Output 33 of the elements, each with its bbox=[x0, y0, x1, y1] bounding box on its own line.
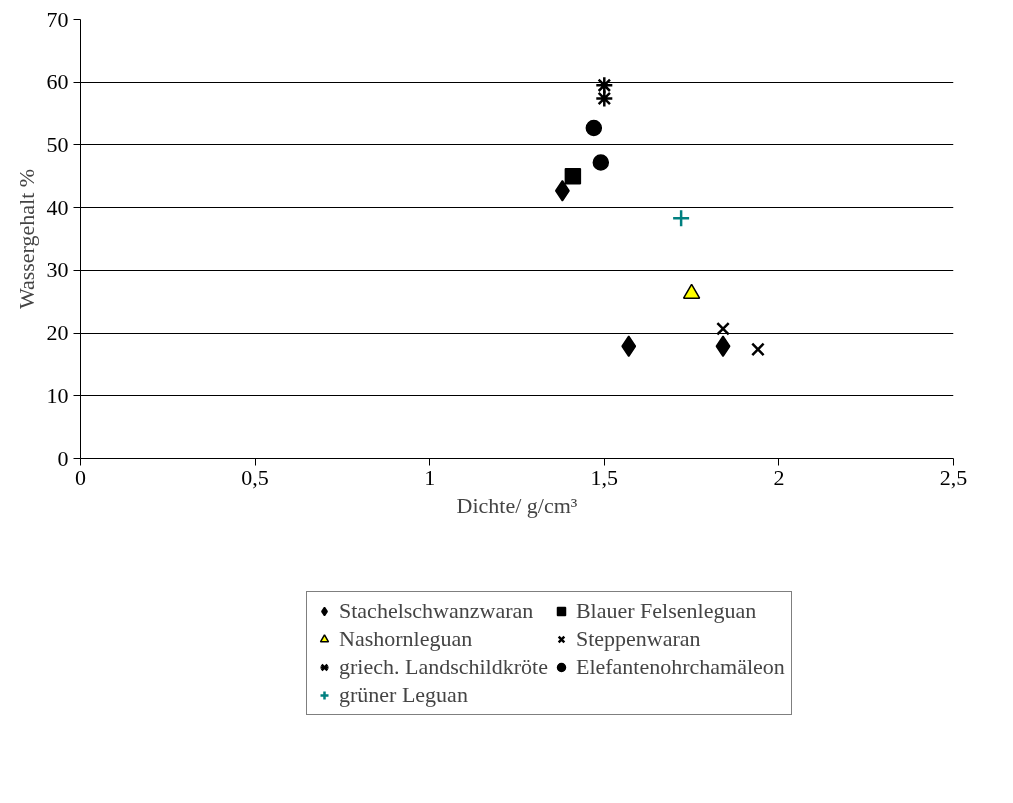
point bbox=[595, 76, 614, 95]
x-tick-label: 1,5 bbox=[590, 464, 619, 490]
point bbox=[621, 335, 637, 357]
legend-label: Nashornleguan bbox=[339, 626, 473, 652]
x-tick-label: 2,5 bbox=[939, 464, 968, 490]
legend-label: Blauer Felsenleguan bbox=[575, 598, 757, 624]
point bbox=[585, 119, 603, 137]
point bbox=[716, 321, 730, 336]
y-tick-label: 60 bbox=[46, 69, 69, 95]
y-tick-label: 10 bbox=[46, 382, 69, 408]
legend-label: Elefantenohrchamäleon bbox=[575, 654, 785, 680]
y-tick-label: 50 bbox=[46, 131, 69, 157]
y-tick-label: 0 bbox=[57, 445, 69, 471]
point bbox=[564, 168, 582, 185]
point bbox=[715, 335, 731, 357]
y-tick-label: 40 bbox=[46, 194, 69, 220]
legend-label: Steppenwaran bbox=[575, 626, 701, 652]
legend-label: grüner Leguan bbox=[339, 682, 468, 708]
point bbox=[671, 209, 691, 228]
x-axis-title: Dichte/ g/cm³ bbox=[456, 492, 578, 518]
x-tick-label: 0,5 bbox=[241, 464, 269, 490]
y-tick-label: 20 bbox=[46, 320, 69, 346]
point bbox=[592, 154, 610, 171]
point bbox=[595, 89, 614, 108]
point bbox=[751, 342, 765, 357]
x-tick-label: 2 bbox=[773, 464, 785, 490]
x-tick-label: 0 bbox=[75, 464, 86, 490]
legend-label: griech. Landschildkröte bbox=[339, 654, 548, 680]
y-tick-label: 70 bbox=[46, 6, 69, 32]
legend-label: Stachelschwanzwaran bbox=[339, 598, 534, 624]
y-tick-label: 30 bbox=[46, 257, 69, 283]
x-tick-label: 1 bbox=[424, 464, 436, 490]
y-axis-title: Wassergehalt % bbox=[13, 168, 39, 310]
